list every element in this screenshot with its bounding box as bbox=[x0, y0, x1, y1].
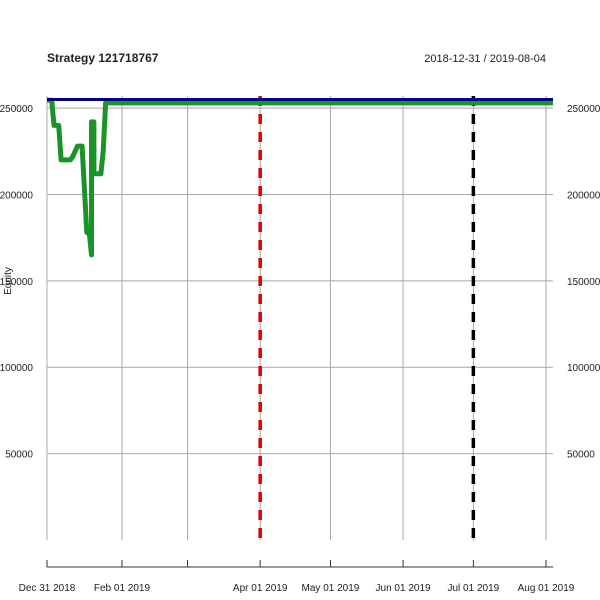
series-lines bbox=[46, 97, 553, 258]
y-tick-label-right: 150000 bbox=[567, 277, 600, 288]
x-tick-label: Jun 01 2019 bbox=[376, 583, 431, 594]
y-tick-label-left: 250000 bbox=[0, 104, 33, 115]
y-tick-label-left: 150000 bbox=[0, 277, 33, 288]
y-tick-label-left: 200000 bbox=[0, 190, 33, 201]
grid-lines bbox=[46, 96, 553, 540]
x-tick-label: May 01 2019 bbox=[302, 583, 360, 594]
x-tick-label: Jul 01 2019 bbox=[447, 583, 499, 594]
y-tick-label-right: 50000 bbox=[567, 450, 595, 461]
date-range-label: 2018-12-31 / 2019-08-04 bbox=[424, 53, 546, 65]
y-tick-label-right: 200000 bbox=[567, 190, 600, 201]
y-axis-label: Equity bbox=[3, 267, 14, 295]
y-tick-label-right: 100000 bbox=[567, 363, 600, 374]
y-tick-label-right: 250000 bbox=[567, 104, 600, 115]
x-tick-label: Dec 31 2018 bbox=[19, 583, 76, 594]
x-tick-label: Feb 01 2019 bbox=[94, 583, 151, 594]
chart-title: Strategy 121718767 bbox=[47, 51, 159, 65]
event-lines bbox=[258, 96, 476, 540]
y-tick-label-left: 50000 bbox=[5, 450, 33, 461]
y-tick-label-left: 100000 bbox=[0, 363, 33, 374]
x-tick-label: Aug 01 2019 bbox=[518, 583, 575, 594]
x-tick-label: Apr 01 2019 bbox=[233, 583, 288, 594]
equity-series-line bbox=[46, 97, 553, 258]
axes: 50000 50000 100000 100000 150000 150000 200000… bbox=[0, 104, 600, 594]
